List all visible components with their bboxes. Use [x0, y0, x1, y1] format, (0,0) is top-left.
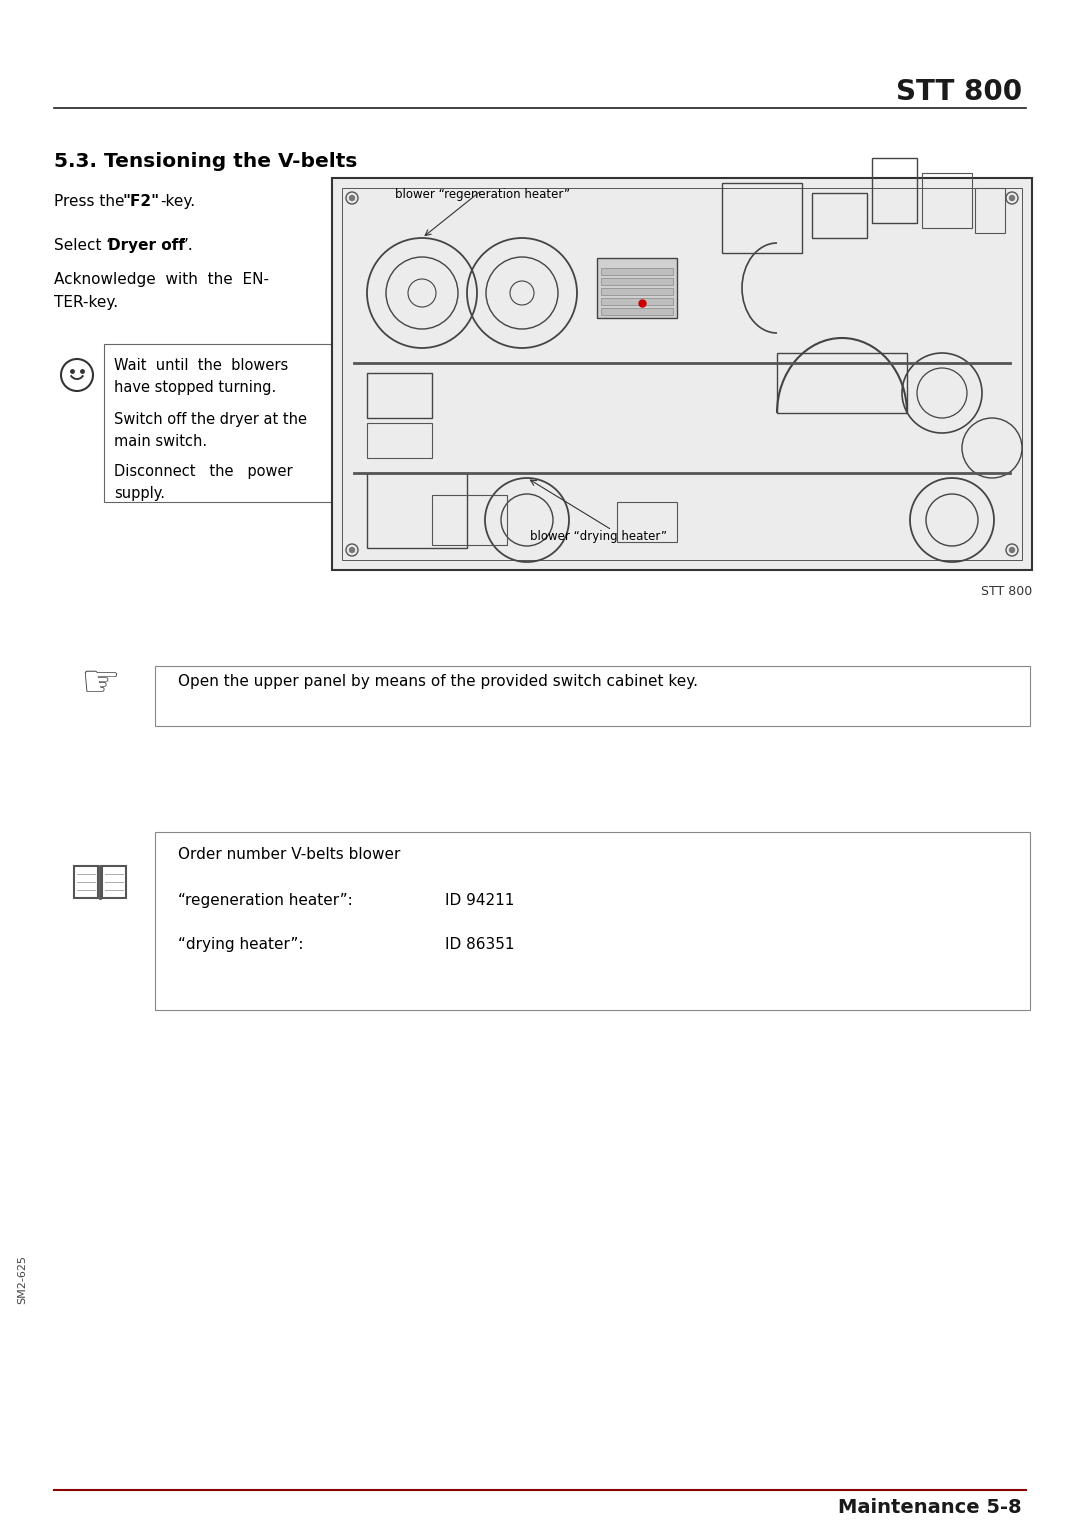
Bar [922, 172, 972, 229]
Text: “regeneration heater”:: “regeneration heater”: [178, 894, 353, 907]
Text: blower “regeneration heater”: blower “regeneration heater” [395, 188, 570, 201]
Bar [342, 188, 1022, 560]
Text: Press the: Press the [54, 194, 130, 209]
Text: TER-key.: TER-key. [54, 294, 118, 310]
Text: ID 86351: ID 86351 [445, 936, 514, 952]
Bar [332, 178, 1032, 570]
Bar [600, 308, 673, 316]
Text: Wait  until  the  blowers: Wait until the blowers [114, 358, 288, 374]
Bar [872, 159, 917, 223]
Text: ID 94211: ID 94211 [445, 894, 514, 907]
Text: SM2-625: SM2-625 [17, 1255, 27, 1304]
Text: Acknowledge  with  the  EN-: Acknowledge with the EN- [54, 271, 269, 287]
Text: ☞: ☞ [80, 662, 120, 706]
Bar [975, 188, 1005, 233]
Circle shape [350, 195, 354, 200]
Bar [600, 297, 673, 305]
Text: blower “drying heater”: blower “drying heater” [530, 531, 667, 543]
Bar [600, 268, 673, 274]
Text: supply.: supply. [114, 486, 165, 502]
Bar [812, 194, 867, 238]
Text: Disconnect   the   power: Disconnect the power [114, 464, 293, 479]
Text: Open the upper panel by means of the provided switch cabinet key.: Open the upper panel by means of the pro… [178, 674, 698, 689]
Bar [104, 345, 336, 502]
Bar [367, 473, 467, 547]
Bar [617, 502, 677, 541]
Bar [367, 422, 432, 457]
Bar [367, 374, 432, 418]
Text: main switch.: main switch. [114, 435, 207, 448]
Text: Order number V-belts blower: Order number V-belts blower [178, 846, 401, 862]
Bar [723, 183, 802, 253]
Bar [600, 278, 673, 285]
Text: “drying heater”:: “drying heater”: [178, 936, 303, 952]
Text: 5.3. Tensioning the V-belts: 5.3. Tensioning the V-belts [54, 152, 357, 171]
Text: ”.: ”. [181, 238, 193, 253]
Bar [156, 666, 1030, 726]
Text: STT 800: STT 800 [981, 586, 1032, 598]
Bar [75, 866, 98, 898]
Circle shape [1010, 195, 1014, 200]
Bar [597, 258, 677, 319]
Text: Select “: Select “ [54, 238, 114, 253]
Bar [432, 496, 507, 544]
Text: "F2": "F2" [122, 194, 159, 209]
Text: Switch off the dryer at the: Switch off the dryer at the [114, 412, 307, 427]
Bar [102, 866, 126, 898]
Bar [600, 288, 673, 294]
Text: -key.: -key. [160, 194, 195, 209]
Bar [156, 833, 1030, 1010]
Text: STT 800: STT 800 [896, 78, 1022, 107]
Circle shape [350, 547, 354, 552]
Text: Maintenance 5-8: Maintenance 5-8 [838, 1498, 1022, 1517]
Text: Dryer off: Dryer off [108, 238, 185, 253]
Bar [777, 352, 907, 413]
Circle shape [1010, 547, 1014, 552]
Text: have stopped turning.: have stopped turning. [114, 380, 276, 395]
